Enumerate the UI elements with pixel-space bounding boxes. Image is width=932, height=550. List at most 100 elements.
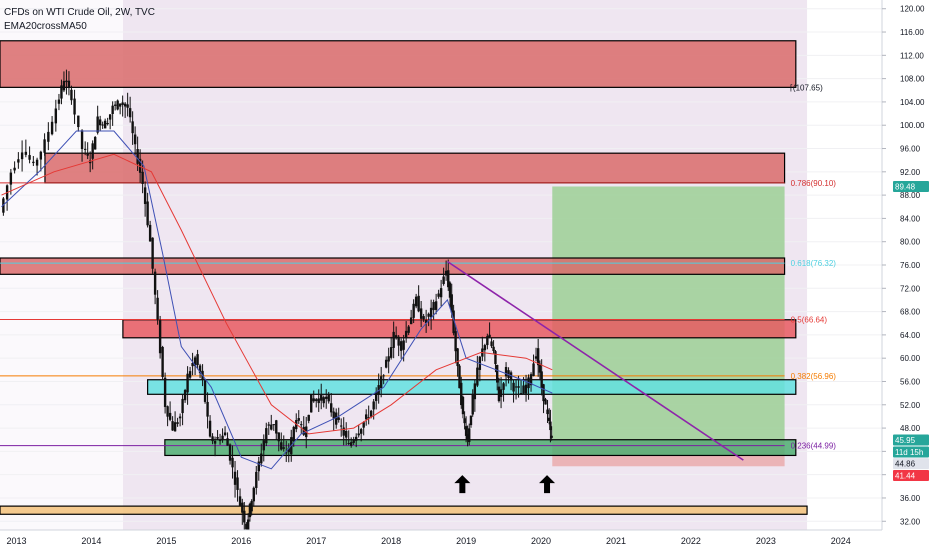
candle — [178, 413, 182, 427]
x-tick-label: 2022 — [681, 536, 701, 546]
candle-body — [337, 417, 340, 420]
candle-body — [483, 345, 487, 351]
fib-label: 0.382(56.96) — [791, 372, 837, 381]
candle-body — [123, 103, 127, 107]
candle-body — [24, 151, 28, 155]
candle-body — [502, 383, 505, 390]
candle — [270, 414, 273, 431]
candle — [50, 116, 54, 136]
candle-body — [186, 373, 189, 393]
candle-body — [231, 457, 234, 468]
candle — [161, 345, 164, 380]
candle-body — [384, 359, 388, 368]
candle-body — [392, 331, 395, 348]
candle — [427, 312, 430, 327]
candle — [223, 426, 227, 437]
candle — [287, 443, 290, 463]
candle — [176, 417, 179, 427]
candle — [534, 347, 538, 362]
candle — [70, 85, 73, 105]
candle-body — [330, 403, 333, 413]
candle-body — [327, 394, 330, 402]
candle-body — [156, 297, 159, 320]
candle — [126, 92, 129, 117]
candle-body — [238, 496, 242, 506]
candle-body — [437, 293, 440, 297]
candle-body — [173, 422, 177, 432]
candle — [267, 421, 270, 435]
candle — [389, 336, 393, 360]
candle — [208, 415, 212, 438]
candle-body — [549, 421, 552, 431]
candle-body — [151, 237, 154, 269]
candle — [384, 356, 388, 369]
candle — [424, 309, 428, 333]
candle — [250, 499, 253, 516]
candle-body — [359, 429, 363, 434]
candle-body — [382, 375, 385, 377]
candle — [315, 397, 318, 408]
candle-body — [32, 161, 35, 164]
candle — [364, 409, 368, 426]
candle-body — [514, 386, 518, 388]
candle — [141, 160, 144, 194]
candle — [407, 325, 410, 336]
candle-body — [432, 302, 435, 311]
candle-body — [538, 363, 542, 373]
candle-body — [536, 348, 540, 366]
candle — [91, 140, 94, 170]
price-tag — [893, 458, 929, 470]
candle-body — [325, 396, 328, 399]
candle-body — [143, 187, 147, 205]
candle-body — [374, 391, 378, 401]
candle — [183, 388, 187, 403]
x-tick-label: 2019 — [456, 536, 476, 546]
candle-body — [497, 386, 501, 402]
candle — [414, 293, 418, 309]
candle — [335, 408, 338, 429]
candle-body — [131, 121, 134, 134]
candle — [536, 338, 540, 377]
candle-body — [257, 461, 260, 472]
candle — [434, 293, 438, 315]
candle-body — [262, 440, 265, 451]
candle-body — [522, 385, 525, 394]
candle-body — [28, 155, 31, 160]
candle — [320, 383, 323, 410]
candle-body — [96, 116, 99, 133]
candle-body — [345, 430, 348, 438]
candle — [241, 498, 244, 525]
candle — [67, 71, 71, 96]
candle — [496, 364, 499, 391]
candle — [133, 126, 137, 155]
candle-body — [364, 414, 368, 420]
candle-body — [126, 104, 129, 108]
candle-body — [454, 331, 457, 352]
candle — [13, 161, 16, 174]
candle-body — [452, 310, 455, 334]
candle-body — [241, 502, 244, 513]
candle-body — [106, 123, 109, 125]
candle — [497, 377, 501, 403]
candle-body — [414, 296, 418, 307]
candle-body — [176, 422, 179, 424]
candle-body — [357, 433, 360, 436]
candle-body — [252, 487, 255, 502]
candle — [153, 268, 157, 305]
candle-body — [208, 420, 212, 437]
candle-body — [171, 421, 174, 431]
candle — [65, 69, 68, 95]
candle — [492, 340, 495, 354]
candle — [317, 389, 320, 412]
candle — [216, 430, 219, 440]
candle — [352, 436, 355, 446]
candle-body — [146, 201, 149, 226]
candle — [32, 156, 35, 167]
y-tick-label: 120.00 — [900, 5, 925, 14]
candle — [476, 355, 479, 388]
candle — [93, 135, 97, 150]
candle — [327, 391, 330, 404]
candle-body — [83, 148, 87, 150]
candle — [442, 267, 445, 286]
